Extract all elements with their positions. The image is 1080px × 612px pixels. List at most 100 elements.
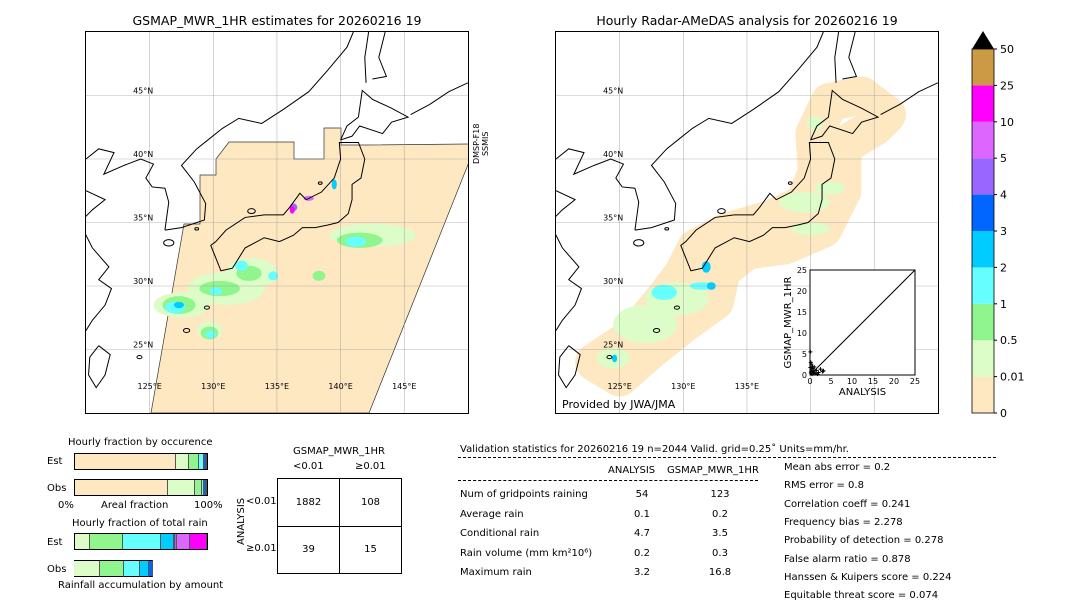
bar-segment	[124, 560, 141, 577]
divider	[458, 457, 996, 458]
score-item: Frequency bias = 2.278	[784, 516, 903, 528]
rain-area	[331, 179, 337, 190]
y-tick-label: 5	[802, 350, 807, 359]
lat-label: 30°N	[603, 277, 623, 286]
stat-label: Average rain	[460, 508, 524, 520]
rain-area	[205, 330, 216, 339]
bar-segment	[122, 534, 161, 549]
bar-segment	[173, 534, 176, 549]
scatter-point	[808, 365, 813, 370]
lon-label: 135°E	[265, 382, 289, 391]
coastline-sakhalin2	[842, 31, 858, 80]
scatter-point	[811, 370, 816, 375]
rain-xlabel: Rainfall accumulation by amount	[58, 580, 224, 591]
score-item: False alarm ratio = 0.878	[784, 553, 911, 565]
total-rain-title: Hourly fraction of total rain	[72, 518, 208, 529]
island	[606, 355, 613, 360]
stat-gsmap-value: 3.5	[712, 528, 728, 539]
col-gsmap: GSMAP_MWR_1HR	[667, 465, 759, 476]
sensor-name: SSMIS	[481, 131, 490, 157]
colorbar-label: 1	[1000, 298, 1007, 311]
colorbar-segment	[972, 376, 994, 413]
island	[317, 181, 323, 185]
coastline-china	[79, 190, 113, 331]
bar-segment	[160, 534, 174, 549]
colorbar-label: 0.5	[1000, 334, 1018, 347]
colorbar-label: 0	[1000, 407, 1007, 420]
swath-area	[150, 127, 470, 414]
occurrence-est-bar	[74, 453, 208, 470]
lon-label: 130°E	[671, 382, 695, 391]
lon-label: 125°E	[607, 382, 631, 391]
stat-analysis-value: 3.2	[634, 567, 650, 578]
island	[787, 181, 793, 185]
coastline-korea	[85, 148, 170, 231]
scatter-point	[808, 360, 813, 365]
stat-analysis-value: 4.7	[634, 528, 650, 539]
rain-area	[173, 301, 185, 309]
lat-label: 40°N	[133, 150, 153, 159]
island	[633, 239, 645, 247]
rain-area	[345, 236, 367, 247]
x-axis-label: ANALYSIS	[839, 387, 886, 398]
left-map: 45°N 40°N 35°N 30°N 25°N 125°E 130°E 135°E 140°E…	[79, 31, 470, 414]
scatter-plot: 00 5 5 10 10 15 15 20 20 25 25 ANALYSIS GSMAP_MWR_1H…	[783, 266, 920, 398]
y-axis-label: GSMAP_MWR_1HR	[783, 277, 794, 369]
island	[182, 327, 191, 333]
lat-label: 35°N	[603, 214, 623, 223]
left-map-title: GSMAP_MWR_1HR estimates for 20260216 19	[132, 13, 422, 28]
stat-gsmap-value: 0.3	[712, 547, 728, 559]
lat-label: 40°N	[603, 150, 623, 159]
coastline-japan	[210, 141, 366, 272]
total-rain-obs-bar	[74, 560, 208, 577]
x-tick-label: 15	[868, 377, 878, 386]
lon-label: 145°E	[392, 382, 416, 391]
colorbar-label: 5	[1000, 152, 1007, 165]
colorbar-segment	[972, 49, 994, 86]
stat-gsmap-value: 123	[710, 489, 730, 500]
stat-gsmap-value: 0.2	[712, 508, 728, 520]
coastline-kuril	[880, 82, 939, 115]
occ-xmax: 100%	[194, 500, 223, 511]
bar-segment	[75, 480, 168, 495]
lat-label: 45°N	[133, 87, 153, 96]
colorbar-segment	[972, 231, 994, 268]
cell-false-alarm: 108	[360, 497, 381, 508]
occ-est-label: Est	[47, 456, 63, 467]
y-tick-label: 10	[797, 329, 807, 338]
right-map-canvas: 45°N 40°N 35°N 30°N 25°N 125°E 130°E 135°E	[549, 31, 939, 413]
col-label-0: <0.01	[293, 461, 324, 472]
scatter-point	[810, 366, 815, 371]
y-tick-label: 20	[797, 287, 807, 296]
rain-area	[268, 271, 279, 281]
colorbar-label: 25	[1000, 79, 1014, 92]
island	[664, 227, 670, 231]
bar-segment	[99, 560, 125, 577]
rain-est-label: Est	[47, 537, 63, 548]
coastline-sakhalin	[834, 31, 840, 83]
colorbar-segment	[972, 267, 994, 304]
rain-area	[612, 354, 618, 363]
bar-segment	[140, 560, 150, 577]
colorbar-segment	[972, 121, 994, 159]
cell-miss: 39	[302, 544, 315, 555]
rain-area	[613, 305, 677, 344]
bar-segment	[202, 480, 205, 495]
coastline-china	[549, 190, 583, 331]
stats-header: Validation statistics for 20260216 19 n=…	[460, 444, 849, 455]
rain-area	[701, 261, 711, 273]
lon-label: 125°E	[137, 382, 161, 391]
row-label-1: ≥0.01	[246, 543, 277, 554]
occurrence-obs-bar	[74, 479, 208, 496]
scatter-point	[821, 368, 826, 373]
island	[203, 305, 210, 310]
table-divider	[278, 526, 401, 527]
colorbar-label: 0.01	[1000, 371, 1025, 384]
bar-segment	[167, 480, 195, 495]
lon-label: 135°E	[735, 382, 759, 391]
coastline-kuril	[410, 82, 469, 115]
bar-segment	[190, 534, 207, 549]
colorbar-segment	[972, 85, 994, 122]
colorbar-label: 10	[1000, 116, 1014, 129]
scatter-point	[809, 369, 814, 374]
